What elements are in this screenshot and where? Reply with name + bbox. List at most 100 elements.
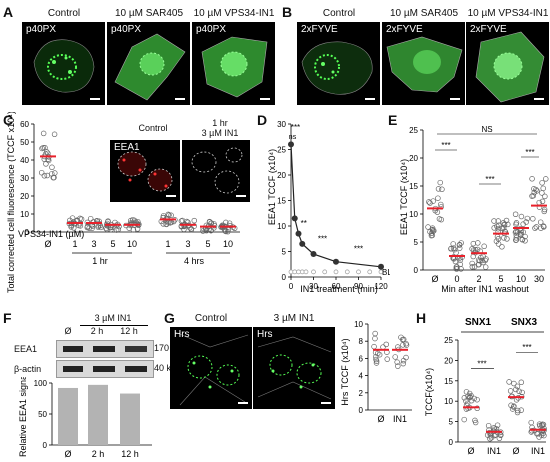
- e-point: [437, 179, 443, 186]
- d-baseline-point: [333, 269, 339, 275]
- c-point: [181, 226, 187, 233]
- e-point: [530, 216, 536, 222]
- c-point: [166, 212, 172, 218]
- f-cat-label: Ø: [64, 449, 71, 459]
- micrograph-a-vps34: p40PX: [192, 22, 275, 105]
- f-mw-170: 170: [154, 343, 170, 353]
- micrograph-b-vps34: 2xFYVE: [466, 22, 549, 105]
- e-point: [448, 245, 454, 252]
- e-point: [474, 246, 481, 253]
- g-tick-label: 6: [359, 354, 364, 363]
- panel-letter-a: A: [3, 4, 14, 20]
- h-group-snx3: SNX3: [511, 317, 538, 328]
- d-baseline-point: [296, 269, 301, 275]
- g-point: [400, 342, 406, 348]
- d-tick-label: 30: [277, 120, 286, 129]
- f-band-label-actin: β-actin: [14, 364, 42, 374]
- e-point: [495, 236, 502, 242]
- c-tick-label: 30: [20, 174, 29, 183]
- c-tick-label: 10: [20, 210, 29, 219]
- e-cat-label: 2: [476, 274, 481, 284]
- d-sig: **: [301, 219, 307, 228]
- g-point: [384, 356, 390, 362]
- panel-b-title-vps34: 10 µM VPS34-IN1: [467, 8, 549, 19]
- c-tick-label: 20: [20, 192, 29, 201]
- d-tick-label: 15: [277, 197, 286, 206]
- d-baseline-point: [322, 269, 328, 275]
- e-point: [458, 266, 464, 272]
- chart-f: Relative EEA1 signal 0 50 100 Ø 2 h 12 h: [18, 377, 152, 459]
- c-point: [44, 172, 50, 179]
- d-xtick-label: 60: [332, 282, 341, 291]
- e-point: [429, 225, 436, 231]
- c-inset-title-1hr: 1 hr: [212, 118, 228, 128]
- e-point: [501, 235, 507, 241]
- panel-letter-e: E: [388, 112, 398, 128]
- g-point: [373, 358, 380, 364]
- e-point: [470, 240, 477, 247]
- e-ns: NS: [481, 125, 492, 134]
- h-point: [509, 406, 516, 412]
- g-cat-label: IN1: [393, 414, 407, 424]
- e-point: [436, 216, 443, 222]
- e-point: [456, 245, 463, 251]
- c-point: [42, 144, 48, 151]
- c-point: [115, 226, 122, 233]
- g-point: [398, 334, 404, 341]
- f-bar: [58, 387, 78, 445]
- e-point: [505, 221, 511, 228]
- d-xtick-label: 0: [289, 282, 294, 291]
- e-sig: ***: [441, 141, 450, 150]
- e-point: [540, 223, 547, 229]
- f-tick-label: 0: [43, 441, 48, 450]
- c-point: [51, 131, 58, 138]
- e-cat-label: Ø: [431, 274, 438, 284]
- h-point: [472, 419, 479, 426]
- d-sig: ***: [354, 245, 363, 254]
- h-tick-label: 20: [444, 356, 453, 365]
- panel-g-marker-1: Hrs: [174, 329, 190, 340]
- e-tick-label: 20: [409, 154, 418, 163]
- e-ylabel: EEA1 TCCF (x10⁴): [399, 159, 409, 235]
- e-point: [499, 225, 506, 232]
- h-point: [507, 388, 514, 394]
- e-point: [501, 221, 508, 227]
- e-point: [534, 188, 540, 194]
- h-point: [515, 407, 521, 414]
- c-tick-label: 0: [25, 228, 30, 237]
- c-tick-label: 60: [20, 120, 29, 129]
- e-cat-label: 30: [534, 274, 544, 284]
- e-point: [476, 261, 482, 268]
- micrograph-c-in1: [182, 140, 250, 202]
- e-point: [454, 266, 460, 272]
- e-cat-label: 0: [454, 274, 459, 284]
- c-point: [168, 212, 174, 219]
- f-col-1: Ø: [64, 326, 72, 336]
- h-point: [516, 388, 522, 395]
- e-point: [458, 240, 464, 246]
- h-point: [467, 394, 473, 400]
- c-point: [160, 221, 167, 227]
- panel-letter-h: H: [416, 310, 427, 326]
- micrograph-g-control: Hrs: [170, 327, 252, 409]
- e-point: [471, 263, 478, 270]
- e-point: [529, 193, 535, 199]
- h-point: [519, 389, 525, 396]
- c-point: [40, 130, 47, 137]
- e-point: [430, 198, 436, 204]
- c-point: [225, 228, 231, 235]
- d-baseline-point: [378, 269, 384, 275]
- h-point: [513, 386, 519, 393]
- c-point: [163, 221, 170, 228]
- scale-bar: [90, 98, 100, 100]
- panel-g-title-control: Control: [194, 313, 228, 324]
- g-point: [371, 343, 377, 350]
- c-point: [191, 217, 198, 224]
- d-xlabel: IN1 treatment (min): [300, 284, 378, 294]
- h-point: [494, 422, 501, 428]
- d-xtick-label: 120: [374, 282, 388, 291]
- h-point: [514, 383, 521, 390]
- c-point: [222, 228, 229, 234]
- d-tick-label: 5: [282, 248, 287, 257]
- e-tick-label: 15: [409, 182, 418, 191]
